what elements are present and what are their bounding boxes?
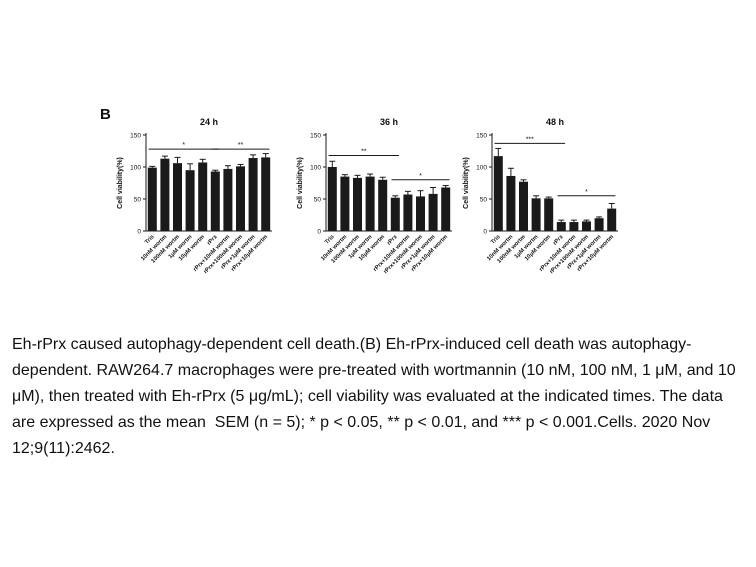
bar (582, 221, 591, 231)
y-tick-label: 50 (134, 197, 142, 204)
bar (416, 196, 425, 231)
bar (544, 198, 554, 231)
bar (569, 222, 579, 231)
y-tick-label: 0 (317, 229, 321, 236)
bar (353, 177, 362, 231)
y-tick-label: 150 (130, 133, 141, 140)
chart-title: 36 h (380, 117, 398, 127)
y-tick-label: 50 (314, 197, 322, 204)
y-tick-label: 0 (137, 229, 141, 236)
caption-text: Eh-rPrx caused autophagy-dependent cell … (12, 336, 741, 431)
significance-label: * (182, 142, 185, 149)
y-tick-label: 100 (476, 165, 487, 172)
panel-label: B (100, 106, 111, 123)
y-axis-label: Cell viability(%) (297, 157, 304, 209)
significance-label: ** (361, 148, 367, 155)
bar (607, 208, 617, 231)
bar (403, 194, 413, 231)
bar (327, 167, 337, 231)
significance-label: * (419, 173, 422, 180)
bar (160, 158, 170, 231)
x-tick-label: Tris (324, 234, 336, 246)
bar (223, 168, 233, 231)
y-tick-label: 0 (483, 229, 487, 236)
bar (531, 198, 541, 231)
significance-label: ** (238, 142, 244, 149)
bar (248, 158, 258, 231)
bar (147, 167, 157, 231)
significance-label: *** (526, 136, 534, 143)
y-axis-label: Cell viability(%) (117, 157, 124, 209)
chart-title: 24 h (200, 117, 218, 127)
caption-citation: Cells. 2020 Nov 12;9(11):2462. (12, 414, 715, 457)
chart-title: 48 h (546, 117, 564, 127)
bar (198, 162, 208, 231)
bar (340, 176, 350, 231)
bar (594, 218, 604, 231)
bar (441, 187, 451, 231)
figure-caption: Eh-rPrx caused autophagy-dependent cell … (12, 332, 748, 462)
y-tick-label: 100 (130, 165, 141, 172)
bar (365, 176, 375, 231)
y-axis-label: Cell viability(%) (463, 157, 470, 209)
bar (173, 163, 182, 231)
x-tick-label: Tris (144, 234, 156, 246)
bar (185, 170, 195, 231)
bar (519, 181, 528, 231)
bar (236, 166, 245, 231)
y-tick-label: 50 (480, 197, 488, 204)
bar (506, 175, 516, 231)
x-tick-label: Tris (490, 234, 502, 246)
figure-panel-b: B 24 h Cell viability(%) 0 50 100 150 Tris 10nM … (100, 95, 630, 295)
y-tick-label: 150 (476, 133, 487, 140)
bar (210, 171, 220, 231)
bar (261, 157, 271, 231)
significance-label: * (585, 189, 588, 196)
bar (556, 222, 566, 231)
bar (428, 193, 438, 231)
bar (493, 156, 503, 231)
bar (390, 197, 400, 231)
y-tick-label: 100 (310, 165, 321, 172)
y-tick-label: 150 (310, 133, 321, 140)
bar (378, 179, 388, 231)
